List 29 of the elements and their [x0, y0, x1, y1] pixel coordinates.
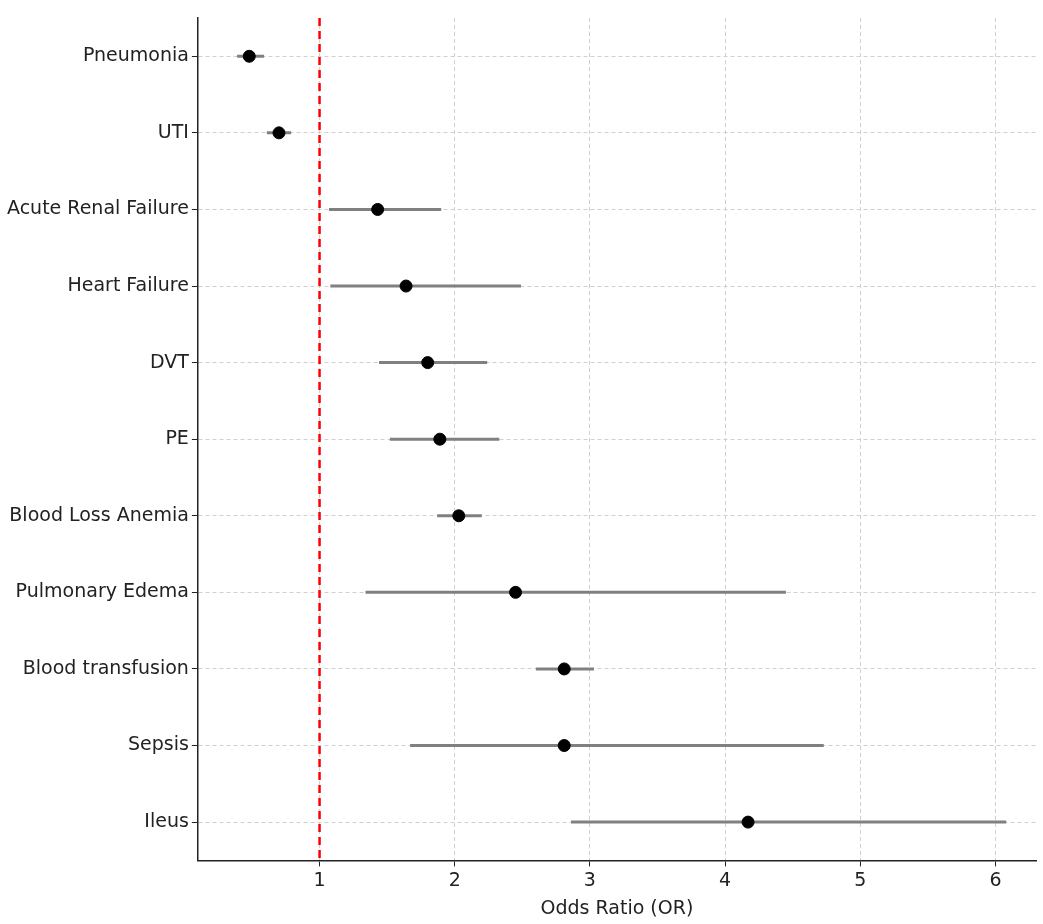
y-tick-label: DVT [149, 349, 190, 372]
y-tick-label: Ileus [144, 809, 189, 832]
x-tick-label: 5 [854, 867, 867, 890]
point [509, 585, 523, 599]
y-tick-label: Pneumonia [82, 43, 189, 66]
point [741, 815, 755, 829]
point [452, 509, 466, 523]
x-axis-title: Odds Ratio (OR) [540, 895, 694, 918]
y-tick-label: Sepsis [127, 732, 189, 755]
point [557, 662, 571, 676]
y-tick-label: Blood Loss Anemia [9, 502, 189, 525]
y-tick-label: Blood transfusion [22, 655, 189, 678]
y-tick-label: Heart Failure [67, 272, 189, 295]
x-tick-label: 6 [989, 867, 1002, 890]
y-tick-label: Pulmonary Edema [15, 579, 189, 602]
x-tick-label: 3 [583, 867, 596, 890]
point [399, 279, 413, 293]
point [272, 126, 286, 140]
point [557, 739, 571, 753]
x-tick-label: 4 [719, 867, 732, 890]
y-tick-label: UTI [157, 119, 189, 142]
x-tick-label: 2 [448, 867, 461, 890]
point [421, 356, 435, 370]
point [242, 49, 256, 63]
y-tick-label: PE [165, 426, 189, 449]
y-tick-label: Acute Renal Failure [6, 196, 189, 219]
point [371, 202, 385, 216]
point [433, 432, 447, 446]
x-tick-label: 1 [313, 867, 326, 890]
